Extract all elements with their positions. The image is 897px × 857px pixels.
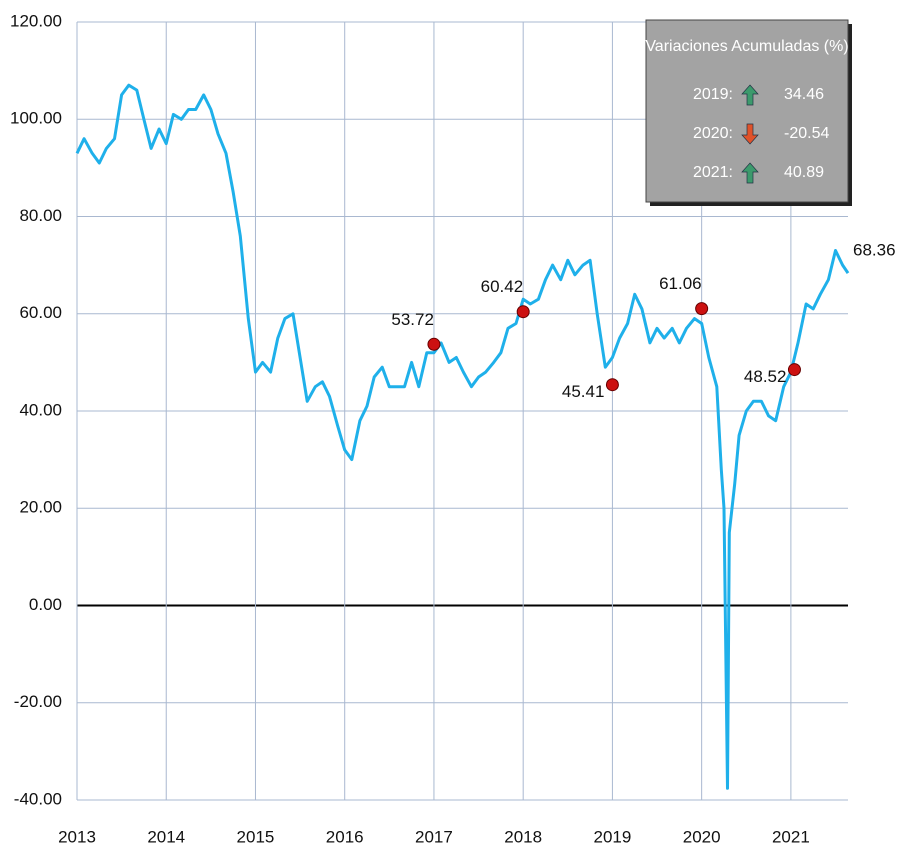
summary-value: 40.89 <box>784 164 824 181</box>
x-tick-label: 2019 <box>594 827 632 846</box>
y-tick-label: -20.00 <box>14 692 62 711</box>
y-tick-label: -40.00 <box>14 789 62 808</box>
summary-value: -20.54 <box>784 125 829 142</box>
marker <box>787 363 801 377</box>
marker-label: 45.41 <box>562 382 605 401</box>
arrow-up <box>741 84 759 106</box>
x-tick-label: 2017 <box>415 827 453 846</box>
marker <box>605 378 619 392</box>
marker <box>695 302 709 316</box>
x-tick-label: 2015 <box>237 827 275 846</box>
marker-label: 48.52 <box>744 367 787 386</box>
arrow-up <box>741 162 759 184</box>
y-tick-label: 100.00 <box>10 109 62 128</box>
price-line <box>75 83 850 790</box>
summary-title: Variaciones Acumuladas (%) <box>645 38 848 55</box>
y-tick-label: 120.00 <box>10 11 62 30</box>
y-tick-label: 40.00 <box>19 400 62 419</box>
x-tick-label: 2016 <box>326 827 364 846</box>
x-tick-label: 2013 <box>58 827 96 846</box>
summary-year: 2021: <box>693 164 733 181</box>
summary-box: Variaciones Acumuladas (%) 2019: 34.46 2020… <box>645 19 852 206</box>
end-label: 68.36 <box>853 241 896 260</box>
x-tick-label: 2014 <box>147 827 185 846</box>
y-tick-label: 60.00 <box>19 303 62 322</box>
marker <box>516 305 530 319</box>
summary-value: 34.46 <box>784 86 824 103</box>
y-tick-label: 20.00 <box>19 498 62 517</box>
y-tick-label: 80.00 <box>19 206 62 225</box>
marker-label: 61.06 <box>659 274 702 293</box>
arrow-down <box>741 123 759 145</box>
x-tick-label: 2021 <box>772 827 810 846</box>
summary-year: 2019: <box>693 86 733 103</box>
x-tick-label: 2020 <box>683 827 721 846</box>
marker <box>427 337 441 351</box>
summary-year: 2020: <box>693 125 733 142</box>
y-tick-label: 0.00 <box>29 595 62 614</box>
marker-label: 60.42 <box>481 277 524 296</box>
x-tick-label: 2018 <box>504 827 542 846</box>
marker-label: 53.72 <box>391 310 434 329</box>
